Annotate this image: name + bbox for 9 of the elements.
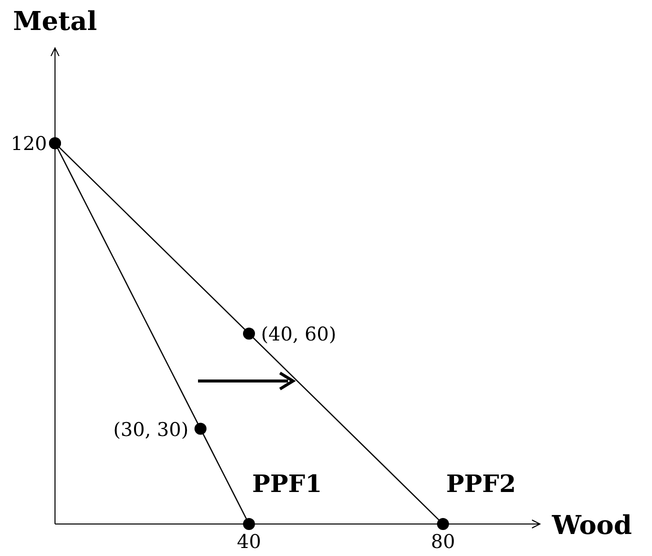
series-label: PPF1 (252, 469, 322, 498)
x-tick-label: 80 (430, 531, 456, 553)
annotation: 120 (10, 133, 47, 156)
annotation: (30, 30) (113, 418, 188, 441)
x-axis-title: Wood (551, 511, 632, 541)
y-axis-title: Metal (12, 7, 98, 37)
series-label: PPF2 (446, 469, 516, 498)
x-tick-label: 40 (236, 531, 262, 553)
annotation: (40, 60) (261, 324, 336, 346)
